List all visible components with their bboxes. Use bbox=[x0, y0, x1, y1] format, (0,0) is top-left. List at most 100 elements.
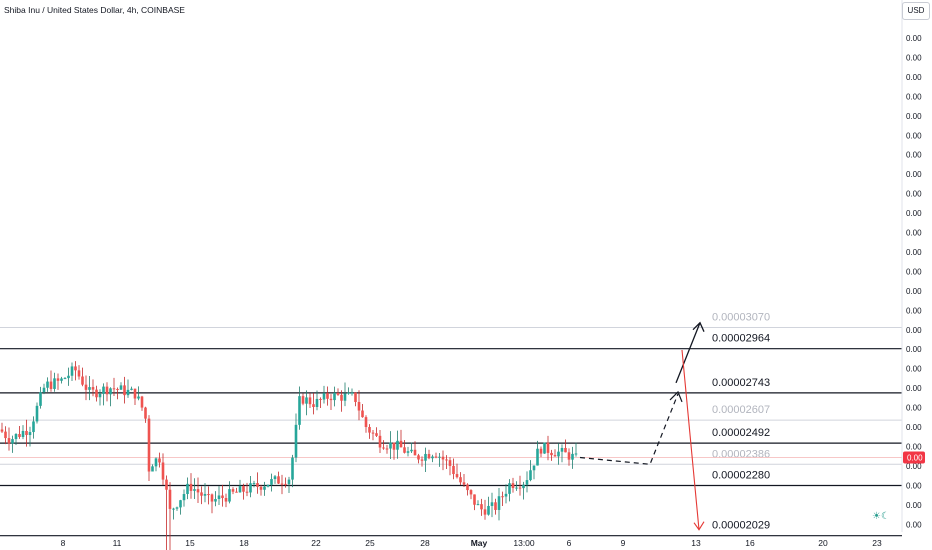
candle-body bbox=[459, 477, 462, 483]
candle-body bbox=[452, 465, 455, 475]
candle-body bbox=[214, 499, 217, 502]
candle-body bbox=[487, 505, 490, 515]
price-tick-label: 0.00 bbox=[906, 501, 922, 510]
candle-body bbox=[424, 453, 427, 461]
candle-up bbox=[53, 372, 56, 392]
candle-body bbox=[382, 447, 385, 449]
time-tick-label: May bbox=[471, 538, 488, 548]
candle-up bbox=[263, 481, 266, 496]
candle-down bbox=[354, 391, 357, 407]
candle-body bbox=[448, 460, 452, 466]
candle-body bbox=[35, 405, 39, 422]
candle-down bbox=[368, 424, 371, 439]
candle-body bbox=[270, 479, 273, 485]
candle-down bbox=[469, 489, 473, 500]
candle-body bbox=[329, 398, 333, 401]
candle-body bbox=[326, 393, 329, 399]
candle-body bbox=[119, 385, 123, 390]
candle-body bbox=[56, 378, 60, 381]
time-tick-label: 23 bbox=[872, 538, 882, 548]
time-tick-label: 16 bbox=[745, 538, 755, 548]
candle-body bbox=[112, 388, 116, 390]
currency-button[interactable]: USD bbox=[902, 2, 930, 20]
candle-up bbox=[217, 486, 221, 506]
candle-body bbox=[319, 398, 322, 400]
candle-body bbox=[277, 476, 280, 484]
candle-up bbox=[32, 416, 35, 439]
candle-body bbox=[130, 388, 133, 390]
candle-body bbox=[417, 455, 420, 460]
candle-body bbox=[462, 482, 466, 485]
candle-body bbox=[133, 388, 137, 399]
candle-body bbox=[7, 438, 11, 444]
candle-body bbox=[32, 421, 35, 433]
candle-down bbox=[0, 422, 4, 434]
candle-up bbox=[504, 484, 508, 504]
candle-body bbox=[186, 483, 189, 495]
candle-up bbox=[11, 435, 14, 453]
level-label: 0.00002607 bbox=[712, 404, 770, 416]
candle-body bbox=[235, 491, 238, 493]
candle-body bbox=[263, 486, 266, 490]
candle-up bbox=[490, 492, 494, 518]
candle-body bbox=[361, 410, 364, 418]
time-tick-label: 28 bbox=[420, 538, 430, 548]
candle-body bbox=[189, 483, 193, 491]
candle-down bbox=[546, 435, 550, 461]
candle-down bbox=[91, 379, 95, 397]
price-tick-label: 0.00 bbox=[906, 365, 922, 374]
candle-body bbox=[560, 447, 564, 452]
price-tick-label: 0.00 bbox=[906, 462, 922, 471]
candle-down bbox=[319, 397, 322, 409]
price-tick-label: 0.00 bbox=[906, 345, 922, 354]
price-tick-label: 0.00 bbox=[906, 442, 922, 451]
candle-body bbox=[224, 498, 228, 502]
price-tick-label: 0.00 bbox=[906, 73, 922, 82]
candle-down bbox=[378, 429, 382, 454]
candle-body bbox=[406, 451, 410, 453]
price-tick-label: 0.00 bbox=[906, 53, 922, 62]
candle-up bbox=[154, 457, 158, 472]
candle-body bbox=[385, 448, 389, 450]
price-tick-label: 0.00 bbox=[906, 384, 922, 393]
candle-body bbox=[305, 397, 308, 404]
time-tick-label: 15 bbox=[185, 538, 195, 548]
theme-toggle-icon[interactable]: ☀︎☾ bbox=[872, 511, 890, 522]
candle-down bbox=[123, 376, 126, 404]
candle-up bbox=[102, 383, 105, 406]
candle-up bbox=[214, 491, 217, 507]
candle-body bbox=[364, 417, 368, 428]
price-tick-label: 0.00 bbox=[906, 151, 922, 160]
candle-up bbox=[238, 479, 242, 493]
candle-body bbox=[571, 453, 574, 460]
candle-body bbox=[193, 489, 196, 491]
candle-body bbox=[371, 432, 375, 434]
candle-up bbox=[557, 443, 560, 465]
candle-body bbox=[49, 381, 53, 389]
candle-up bbox=[350, 388, 354, 396]
time-tick-label: 20 bbox=[818, 538, 828, 548]
candle-body bbox=[28, 432, 32, 435]
candle-up bbox=[347, 387, 350, 395]
candle-up bbox=[28, 426, 32, 447]
candle-body bbox=[333, 392, 336, 401]
candle-body bbox=[550, 452, 553, 456]
current-price-badge bbox=[903, 451, 925, 464]
candle-body bbox=[42, 387, 46, 393]
candle-body bbox=[161, 462, 165, 480]
candle-up bbox=[98, 389, 102, 406]
candle-down bbox=[235, 487, 238, 493]
candle-up bbox=[186, 477, 189, 500]
candle-body bbox=[347, 392, 350, 394]
candle-down bbox=[49, 370, 53, 392]
candle-body bbox=[532, 465, 536, 471]
candle-body bbox=[116, 388, 119, 390]
candle-down bbox=[382, 440, 385, 450]
price-tick-label: 0.00 bbox=[906, 520, 922, 529]
candle-up bbox=[266, 484, 270, 488]
candle-body bbox=[11, 439, 14, 444]
candle-down bbox=[539, 446, 543, 458]
candle-body bbox=[175, 507, 179, 509]
candle-down bbox=[403, 439, 406, 454]
